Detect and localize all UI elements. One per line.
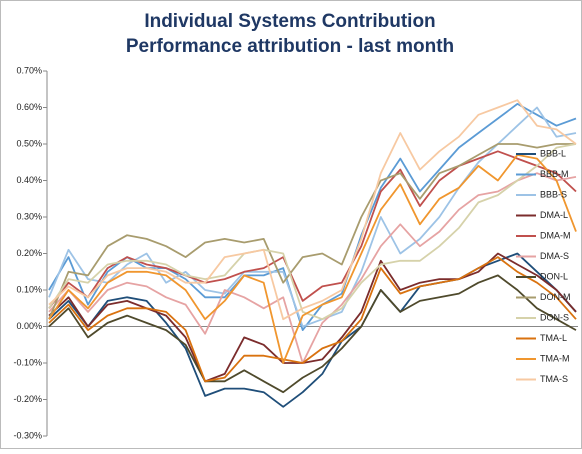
legend-label: BBB-L xyxy=(540,148,566,158)
y-tick-label: 0.10% xyxy=(16,284,42,294)
y-tick-label: 0.30% xyxy=(16,211,42,221)
y-tick-label: 0.60% xyxy=(16,102,42,112)
legend-label: TMA-S xyxy=(540,374,568,384)
series-line xyxy=(48,154,577,364)
series-line xyxy=(48,143,576,320)
y-tick-label: 0.40% xyxy=(16,175,42,185)
series-line xyxy=(48,274,577,394)
legend-label: BBB-M xyxy=(540,169,569,179)
legend-label: DMA-M xyxy=(540,230,571,240)
chart-title: Individual Systems Contribution xyxy=(144,11,435,32)
series-line xyxy=(48,256,577,383)
legend-label: DON-M xyxy=(540,292,571,302)
series-line xyxy=(48,252,577,408)
legend-label: DON-L xyxy=(540,271,568,281)
y-tick-label: -0.10% xyxy=(13,357,42,367)
legend-label: DMA-S xyxy=(540,251,569,261)
y-tick-label: 0.20% xyxy=(16,248,42,258)
series-line xyxy=(48,99,577,321)
y-tick-label: 0.50% xyxy=(16,138,42,148)
y-tick-label: 0.70% xyxy=(16,65,42,75)
series-line xyxy=(48,143,577,321)
series-line xyxy=(48,172,577,364)
legend-label: BBB-S xyxy=(540,189,567,199)
chart-subtitle: Performance attribution - last month xyxy=(126,36,454,57)
y-tick-label: 0.00% xyxy=(16,321,42,331)
series-line xyxy=(48,103,577,331)
legend-label: DON-S xyxy=(540,312,569,322)
legend-label: DMA-L xyxy=(540,210,568,220)
y-tick-label: -0.20% xyxy=(13,394,42,404)
series-line xyxy=(48,106,577,328)
y-tick-label: -0.30% xyxy=(13,430,42,440)
legend-label: TMA-M xyxy=(540,353,570,363)
legend-label: TMA-L xyxy=(540,333,567,343)
